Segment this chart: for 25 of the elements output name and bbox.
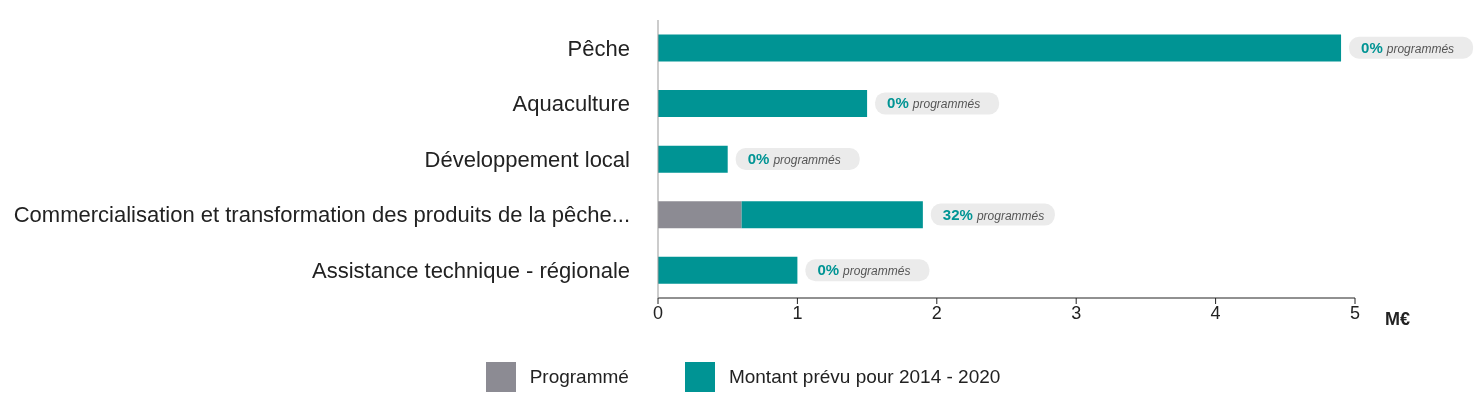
x-axis-title: M€ [1385, 309, 1411, 329]
annotation: 32% programmés [942, 205, 1045, 223]
bar [658, 34, 1342, 62]
x-tick-label: 3 [1071, 302, 1082, 323]
x-tick-label: 0 [652, 302, 664, 323]
legend-label: Montant prévu pour 2014 - 2020 [728, 366, 1001, 388]
y-tick-label: Assistance technique - régionale [312, 258, 630, 284]
annotation: 0% programmés [887, 94, 981, 112]
x-tick-label: 5 [1349, 302, 1361, 323]
bar [658, 90, 868, 118]
x-tick-label: 4 [1210, 302, 1221, 323]
bar [658, 145, 728, 173]
bar [658, 201, 742, 229]
x-tick-label: 1 [792, 302, 803, 323]
bar [658, 256, 798, 284]
annotation: 0% programmés [817, 261, 911, 279]
annotation: 0% programmés [747, 150, 841, 167]
y-tick-label: Aquaculture [512, 91, 630, 117]
annotation: 0% programmés [1361, 38, 1455, 56]
y-tick-label: Pêche [567, 35, 630, 61]
bar [741, 201, 923, 229]
x-tick-label: 2 [931, 302, 942, 323]
legend-label: Programmé [529, 366, 629, 388]
y-tick-label: Développement local [424, 146, 630, 172]
y-tick-label: Commercialisation et transformation des produits de la pêche... [13, 202, 630, 228]
